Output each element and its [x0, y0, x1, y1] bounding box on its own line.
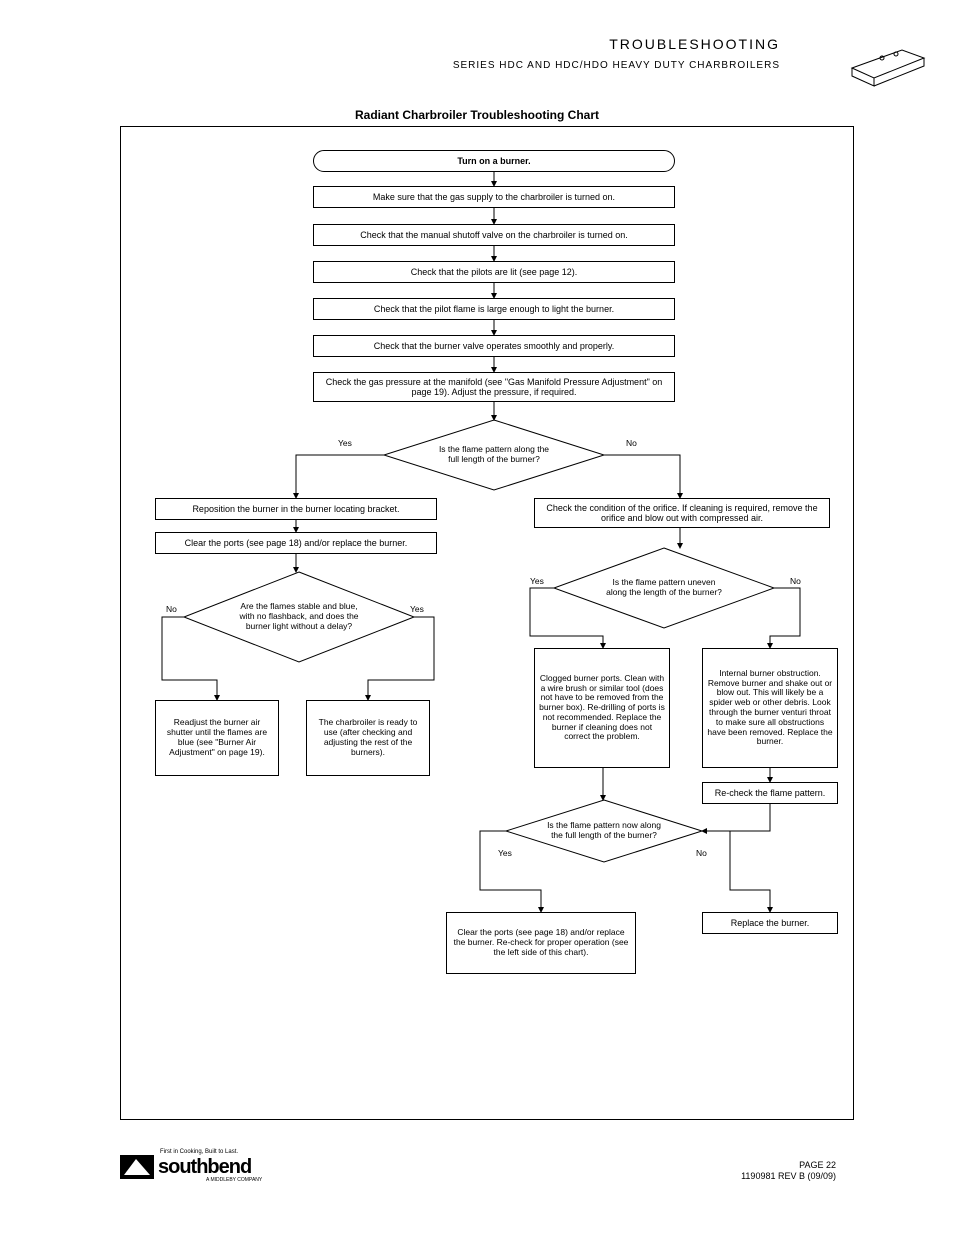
node-start: Turn on a burner. — [313, 150, 675, 172]
node-r4: Re-check the flame pattern. — [702, 782, 838, 804]
device-icon — [846, 38, 928, 88]
node-r5: Replace the burner. — [702, 912, 838, 934]
node-l4: The charbroiler is ready to use (after c… — [306, 700, 430, 776]
node-l2: Clear the ports (see page 18) and/or rep… — [155, 532, 437, 554]
header-title: TROUBLESHOOTING — [0, 36, 780, 52]
node-d3: Is the flame pattern uneven along the le… — [554, 548, 774, 628]
node-l3: Readjust the burner air shutter until th… — [155, 700, 279, 776]
edge-label: No — [626, 438, 637, 448]
edge-label: No — [790, 576, 801, 586]
node-p3: Check that the pilots are lit (see page … — [313, 261, 675, 283]
node-l1: Reposition the burner in the burner loca… — [155, 498, 437, 520]
doc-revision: 1190981 REV B (09/09) — [741, 1171, 836, 1183]
node-p5: Check that the burner valve operates smo… — [313, 335, 675, 357]
section-title: Radiant Charbroiler Troubleshooting Char… — [120, 108, 834, 122]
node-p2: Check that the manual shutoff valve on t… — [313, 224, 675, 246]
node-p6: Check the gas pressure at the manifold (… — [313, 372, 675, 402]
node-d4: Is the flame pattern now along the full … — [506, 800, 702, 862]
edge-label: Yes — [410, 604, 424, 614]
node-r6: Clear the ports (see page 18) and/or rep… — [446, 912, 636, 974]
edge-label: Yes — [530, 576, 544, 586]
node-r3: Internal burner obstruction. Remove burn… — [702, 648, 838, 768]
edge-label: No — [166, 604, 177, 614]
node-p4: Check that the pilot flame is large enou… — [313, 298, 675, 320]
header-subtitle: SERIES HDC AND HDC/HDO HEAVY DUTY CHARBR… — [0, 60, 780, 71]
logo-brand: southbend — [158, 1156, 251, 1178]
edge-label: Yes — [498, 848, 512, 858]
footer-right: PAGE 22 1190981 REV B (09/09) — [741, 1160, 836, 1183]
edge-label: Yes — [338, 438, 352, 448]
logo-tagline: First in Cooking, Built to Last. — [160, 1149, 238, 1155]
node-r1: Check the condition of the orifice. If c… — [534, 498, 830, 528]
node-p1: Make sure that the gas supply to the cha… — [313, 186, 675, 208]
page: TROUBLESHOOTING SERIES HDC AND HDC/HDO H… — [0, 0, 954, 1235]
brand-logo: First in Cooking, Built to Last. southbe… — [120, 1143, 290, 1183]
edge-label: No — [696, 848, 707, 858]
node-d2: Are the flames stable and blue, with no … — [184, 572, 414, 662]
logo-subbrand: A MIDDLEBY COMPANY — [206, 1177, 263, 1183]
page-number: PAGE 22 — [741, 1160, 836, 1172]
node-r2: Clogged burner ports. Clean with a wire … — [534, 648, 670, 768]
node-d1: Is the flame pattern along the full leng… — [384, 420, 604, 490]
